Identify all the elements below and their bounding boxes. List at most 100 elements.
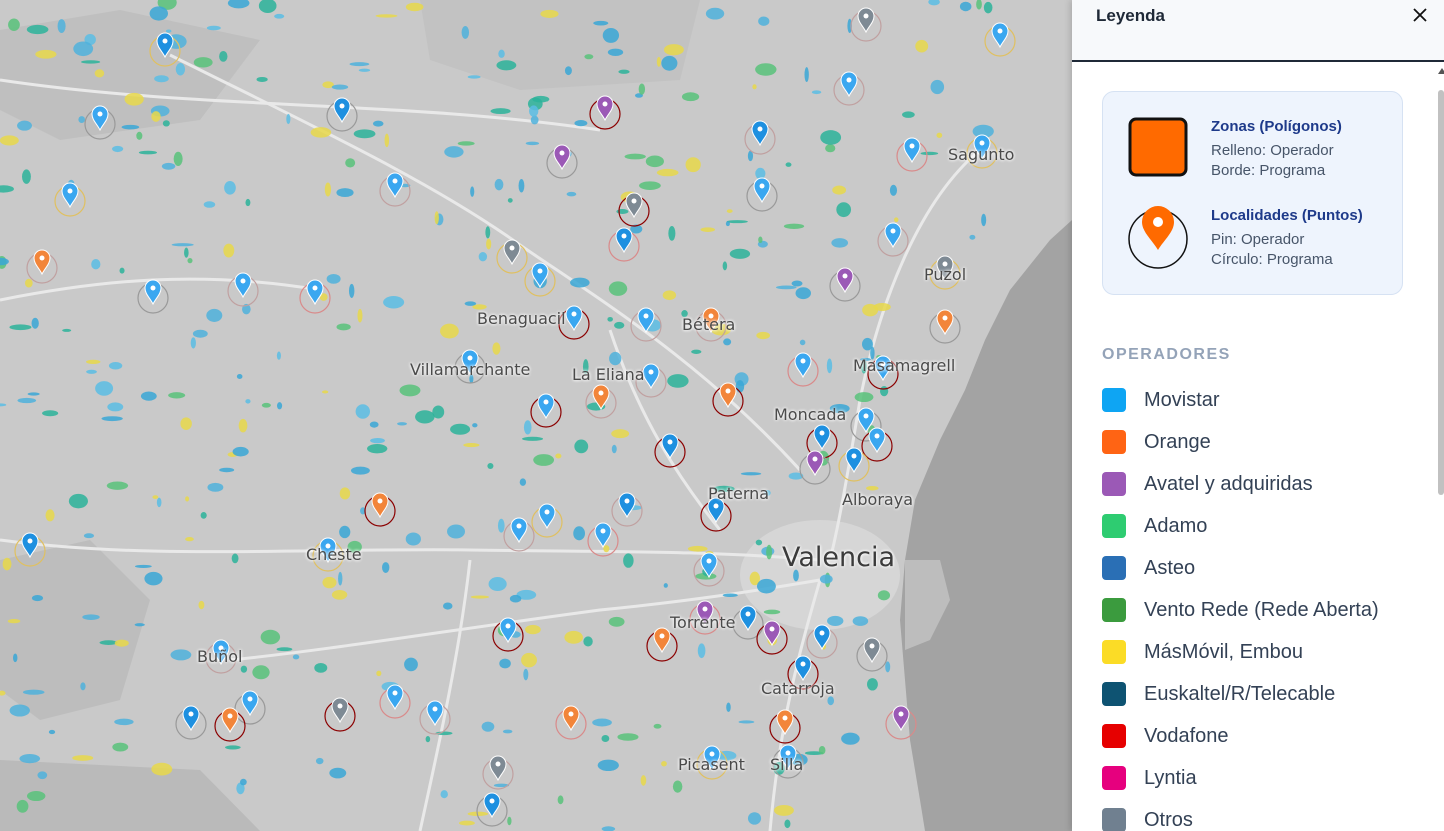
locality-pin[interactable] (732, 605, 764, 640)
locality-pin[interactable] (850, 7, 882, 42)
close-icon[interactable] (1410, 5, 1430, 25)
locality-pin[interactable] (546, 144, 578, 179)
locality-pin[interactable] (746, 177, 778, 212)
operator-item[interactable]: Vento Rede (Rede Aberta) (1102, 596, 1379, 624)
locality-pin[interactable] (885, 705, 917, 740)
locality-pin[interactable] (695, 307, 727, 342)
locality-pin[interactable] (503, 517, 535, 552)
operator-item[interactable]: Adamo (1102, 512, 1207, 540)
operator-item[interactable]: MásMóvil, Embou (1102, 638, 1303, 666)
road (229, 578, 821, 662)
locality-pin[interactable] (482, 755, 514, 790)
locality-pin[interactable] (611, 492, 643, 527)
locality-pin[interactable] (299, 279, 331, 314)
locality-pin[interactable] (867, 355, 899, 390)
operator-item[interactable]: Lyntia (1102, 764, 1197, 792)
coverage-zone (894, 217, 899, 223)
locality-pin[interactable] (214, 707, 246, 742)
locality-pin[interactable] (379, 684, 411, 719)
coverage-zone (232, 446, 249, 457)
locality-pin[interactable] (787, 352, 819, 387)
locality-pin[interactable] (175, 705, 207, 740)
operator-item[interactable]: Otros (1102, 806, 1193, 831)
locality-pin[interactable] (984, 22, 1016, 57)
locality-pin[interactable] (312, 537, 344, 572)
locality-pin[interactable] (833, 71, 865, 106)
map-canvas[interactable]: Valencia Sagunto Puzol Masamagrell Monca… (0, 0, 1072, 831)
locality-pin[interactable] (799, 450, 831, 485)
locality-pin[interactable] (806, 624, 838, 659)
locality-pin[interactable] (654, 433, 686, 468)
locality-pin[interactable] (476, 792, 508, 827)
locality-pin[interactable] (587, 522, 619, 557)
locality-pin[interactable] (530, 393, 562, 428)
locality-pin[interactable] (689, 600, 721, 635)
locality-pin[interactable] (326, 97, 358, 132)
locality-pin[interactable] (856, 637, 888, 672)
locality-pin[interactable] (618, 192, 650, 227)
operator-label: Vento Rede (Rede Aberta) (1144, 598, 1379, 621)
locality-pin[interactable] (769, 709, 801, 744)
locality-pin[interactable] (84, 105, 116, 140)
locality-pin[interactable] (929, 309, 961, 344)
locality-pin[interactable] (693, 552, 725, 587)
coverage-zone (405, 2, 424, 12)
locality-pin[interactable] (787, 655, 819, 690)
locality-pin[interactable] (850, 407, 882, 442)
locality-pin[interactable] (630, 307, 662, 342)
operator-item[interactable]: Movistar (1102, 386, 1220, 414)
locality-pin[interactable] (772, 744, 804, 779)
operator-item[interactable]: Vodafone (1102, 722, 1229, 750)
locality-pin[interactable] (419, 700, 451, 735)
locality-pin[interactable] (555, 705, 587, 740)
locality-pin[interactable] (496, 239, 528, 274)
locality-pin[interactable] (756, 620, 788, 655)
locality-pin[interactable] (149, 32, 181, 67)
locality-pin[interactable] (531, 503, 563, 538)
locality-pin[interactable] (929, 255, 961, 290)
coverage-zone (691, 349, 702, 354)
locality-pin[interactable] (966, 134, 998, 169)
scroll-up-icon[interactable] (1438, 68, 1444, 74)
locality-pin[interactable] (558, 305, 590, 340)
locality-pin[interactable] (379, 172, 411, 207)
locality-pin[interactable] (324, 697, 356, 732)
locality-pin[interactable] (524, 262, 556, 297)
coverage-zone (826, 358, 833, 374)
scrollbar-thumb[interactable] (1438, 90, 1444, 495)
operator-item[interactable]: Orange (1102, 428, 1211, 456)
locality-pin[interactable] (877, 222, 909, 257)
coverage-zone (322, 81, 334, 89)
locality-pin[interactable] (829, 267, 861, 302)
locality-pin[interactable] (492, 617, 524, 652)
locality-pin[interactable] (585, 384, 617, 419)
locality-pin[interactable] (137, 279, 169, 314)
locality-pin[interactable] (589, 95, 621, 130)
coverage-zone (399, 384, 421, 397)
locality-pin[interactable] (54, 182, 86, 217)
locality-pin[interactable] (712, 382, 744, 417)
locality-pin[interactable] (364, 492, 396, 527)
locality-pin[interactable] (635, 363, 667, 398)
locality-pin[interactable] (234, 690, 266, 725)
locality-pin[interactable] (861, 427, 893, 462)
locality-pin[interactable] (700, 497, 732, 532)
operator-item[interactable]: Asteo (1102, 554, 1195, 582)
locality-pin[interactable] (838, 447, 870, 482)
locality-pin[interactable] (14, 532, 46, 567)
locality-pin[interactable] (205, 639, 237, 674)
locality-pin[interactable] (608, 227, 640, 262)
locality-pin[interactable] (744, 120, 776, 155)
legend-scrollbar[interactable] (1438, 64, 1444, 831)
coverage-zone (752, 84, 757, 90)
coverage-zone (0, 403, 7, 407)
map-layer[interactable] (0, 0, 1072, 831)
locality-pin[interactable] (454, 349, 486, 384)
locality-pin[interactable] (646, 627, 678, 662)
operator-item[interactable]: Avatel y adquiridas (1102, 470, 1313, 498)
locality-pin[interactable] (696, 745, 728, 780)
locality-pin[interactable] (227, 272, 259, 307)
locality-pin[interactable] (26, 249, 58, 284)
operator-item[interactable]: Euskaltel/R/Telecable (1102, 680, 1335, 708)
locality-pin[interactable] (896, 137, 928, 172)
